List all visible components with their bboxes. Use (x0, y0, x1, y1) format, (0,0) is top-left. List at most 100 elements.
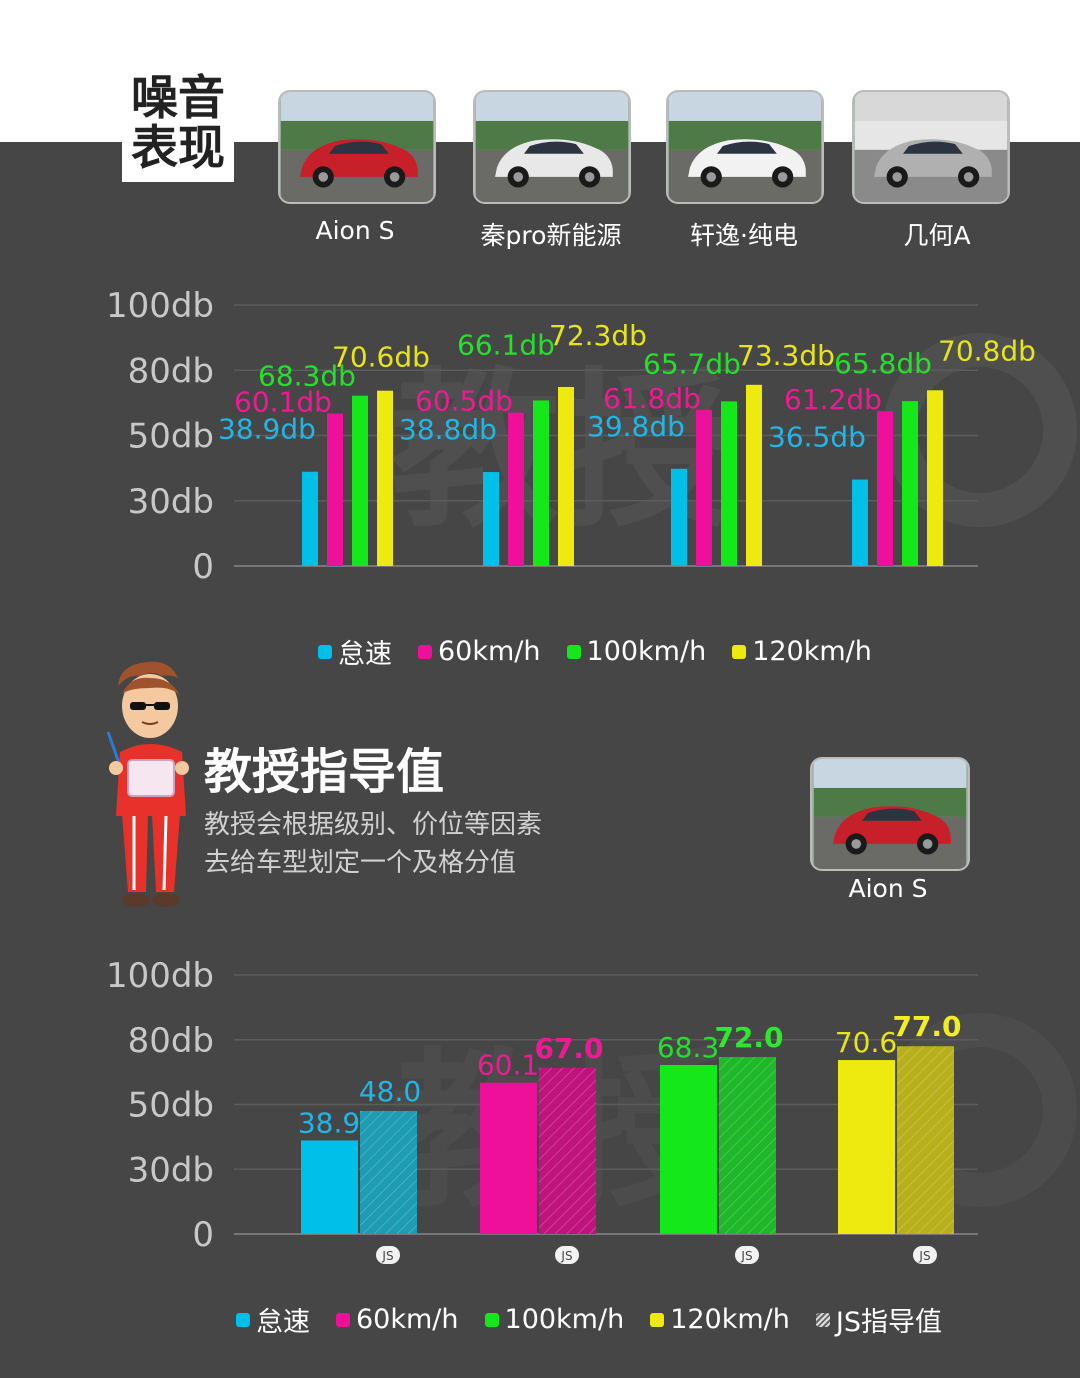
chart2-bar-js (360, 1110, 417, 1234)
guide-car-name: Aion S (848, 874, 928, 903)
car-photo-1 (278, 90, 436, 204)
legend2-label-idle: 怠速 (256, 1307, 310, 1338)
chart2-bar-js (719, 1057, 776, 1234)
chart2-bar-aion (301, 1140, 358, 1234)
chart1-bar (671, 468, 687, 566)
chart1-bar (377, 390, 393, 566)
chart2-data-label-js: 77.0 (892, 1010, 961, 1043)
chart1-y-tick-label: 80db (128, 351, 214, 391)
legend2-swatch-js-hatch-icon (815, 1312, 830, 1327)
chart1-bar (302, 471, 318, 566)
js-badge-icon (376, 1246, 400, 1264)
legend-swatch-idle (318, 644, 332, 659)
chart2-bar-js (897, 1046, 954, 1234)
chart2-data-label-js: 48.0 (359, 1075, 421, 1108)
chart1-data-label: 70.6db (332, 341, 430, 374)
chart2-bar-aion (480, 1082, 537, 1234)
car-name-3: 轩逸·纯电 (690, 221, 798, 250)
chart1-y-tick-label: 100db (106, 286, 214, 326)
legend-swatch-120 (732, 644, 747, 659)
chart1-bar (558, 386, 574, 566)
chart1-data-label: 38.9db (218, 413, 316, 446)
car-illustration-1 (280, 92, 434, 202)
chart2-y-tick-label: 100db (106, 956, 214, 996)
chart2-y-tick-label: 50db (128, 1086, 214, 1126)
legend-swatch-60 (418, 644, 432, 659)
chart1-data-label: 65.7db (643, 347, 741, 380)
chart1-data-label: 70.8db (938, 334, 1036, 367)
chart1-bar (508, 412, 524, 566)
legend-label-idle: 怠速 (338, 639, 392, 670)
js-badge-label: JS (918, 1249, 930, 1263)
professor-title: 教授指导值 (204, 744, 445, 800)
professor-desc-line1: 教授会根据级别、价位等因素 (204, 810, 543, 840)
car-photo-3 (666, 90, 824, 204)
chart1-data-label: 73.3db (737, 339, 835, 372)
chart2-y-tick-label: 30db (128, 1150, 214, 1190)
chart1-data-label: 60.1db (234, 386, 332, 419)
noise-chart-legend: 怠速 60km/h 100km/h 120km/h (318, 632, 898, 671)
chart1-bar (746, 384, 762, 566)
legend-item-120: 120km/h (732, 636, 872, 667)
legend-label-120: 120km/h (752, 636, 872, 667)
chart2-data-label-aion: 70.6 (835, 1026, 897, 1059)
legend2-label-60: 60km/h (356, 1304, 459, 1335)
js-badge-icon (735, 1246, 759, 1264)
chart1-bar (721, 401, 737, 566)
chart2-data-label-js: 72.0 (714, 1021, 783, 1054)
chart1-data-label: 61.8db (603, 382, 701, 415)
chart1-y-tick-label: 0 (192, 547, 214, 587)
legend2-item-60: 60km/h (336, 1304, 459, 1335)
chart2-data-label-js: 67.0 (534, 1032, 603, 1065)
chart1-data-label: 39.8db (587, 410, 685, 443)
legend2-label-120: 120km/h (670, 1304, 790, 1335)
js-badge-label: JS (560, 1249, 572, 1263)
chart1-data-label: 66.1db (457, 328, 555, 361)
legend2-label-100: 100km/h (504, 1304, 625, 1335)
car-name-1: Aion S (315, 216, 395, 245)
car-photo-2 (473, 90, 631, 204)
car-illustration-3 (668, 92, 822, 202)
legend-item-60: 60km/h (418, 636, 541, 667)
legend-item-idle: 怠速 (318, 632, 392, 671)
chart1-y-tick-label: 30db (128, 482, 214, 522)
legend2-label-js: JS指导值 (835, 1307, 942, 1338)
section-badge-line1: 噪音 (131, 71, 225, 126)
chart1-data-label: 60.5db (415, 385, 513, 418)
chart2-y-tick-label: 80db (128, 1021, 214, 1061)
chart1-data-label: 72.3db (549, 319, 647, 352)
chart1-bar (533, 400, 549, 566)
chart1-data-label: 38.8db (399, 413, 497, 446)
chart1-bar (696, 409, 712, 566)
chart1-bar (327, 413, 343, 566)
js-badge-icon (555, 1246, 579, 1264)
guide-chart-legend: 怠速 60km/h 100km/h 120km/h JS指导值 (236, 1300, 968, 1339)
js-badge-icon (913, 1246, 937, 1264)
legend2-swatch-120 (650, 1312, 665, 1327)
chart1-bar (852, 479, 868, 566)
legend2-swatch-idle (236, 1312, 250, 1327)
guide-chart: 100db 80db 50db 30db 0 38.948.0 JS 60.167.0 JS 68… (106, 956, 978, 1264)
car-illustration-2 (475, 92, 629, 202)
legend-swatch-100 (566, 644, 581, 659)
chart1-bar (902, 401, 918, 566)
legend-label-60: 60km/h (438, 636, 541, 667)
legend2-item-100: 100km/h (484, 1304, 625, 1335)
chart1-data-label: 61.2db (784, 383, 882, 416)
chart1-data-label: 65.8db (834, 347, 932, 380)
chart1-y-tick-label: 50db (128, 417, 214, 457)
chart2-bar-aion (838, 1060, 895, 1234)
chart1-data-label: 68.3db (258, 360, 356, 393)
chart1-bar (483, 472, 499, 566)
js-badge-label: JS (740, 1249, 752, 1263)
chart2-data-label-aion: 38.9 (298, 1106, 360, 1139)
legend2-item-js: JS指导值 (815, 1300, 942, 1339)
legend2-item-idle: 怠速 (236, 1300, 310, 1339)
guide-car-photo (810, 757, 970, 871)
chart2-y-tick-label: 0 (192, 1215, 214, 1255)
section-badge-line2: 表现 (131, 121, 225, 176)
car-name-4: 几何A (903, 221, 971, 250)
legend2-item-120: 120km/h (650, 1304, 790, 1335)
chart1-bar (927, 390, 943, 566)
car-photo-4 (852, 90, 1010, 204)
